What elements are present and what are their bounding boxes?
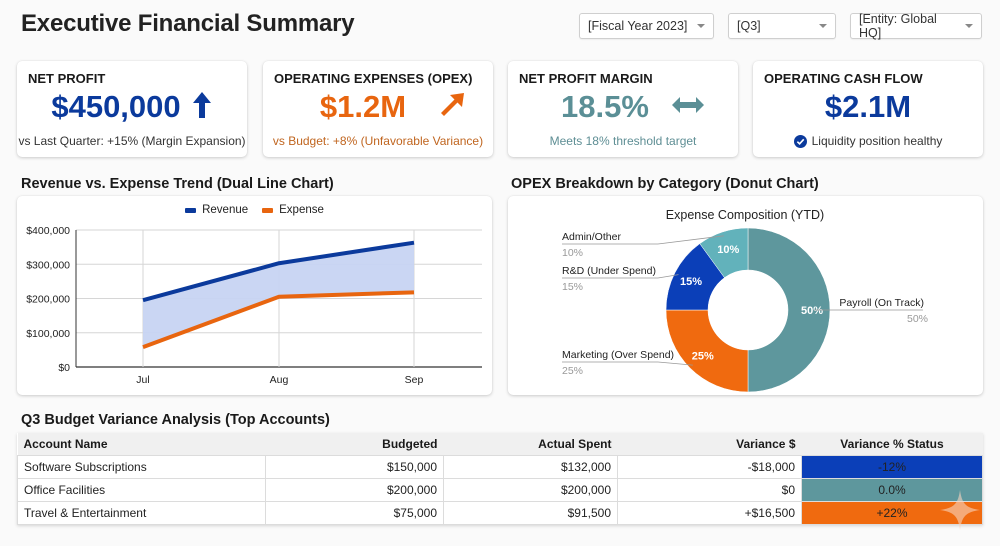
donut-chart-title: OPEX Breakdown by Category (Donut Chart): [511, 176, 819, 192]
line-chart-title: Revenue vs. Expense Trend (Dual Line Cha…: [21, 176, 334, 192]
entity-value: [Entity: Global HQ]: [859, 12, 937, 40]
legend-label: Revenue: [202, 204, 249, 216]
col-header-variance[interactable]: Variance $: [617, 433, 802, 455]
table-row[interactable]: Software Subscriptions $150,000 $132,000…: [17, 454, 983, 479]
slice-value-label: 25%: [692, 350, 714, 362]
kpi-value: $2.1M: [824, 89, 912, 124]
quarter-value: [Q3]: [737, 19, 761, 33]
col-header-account[interactable]: Account Name: [17, 433, 266, 455]
cell-variance: +$16,500: [617, 500, 802, 525]
leader-line: [657, 274, 679, 279]
entity-select[interactable]: [Entity: Global HQ]: [850, 12, 982, 40]
kpi-value: 18.5%: [561, 89, 649, 124]
table-header-row: Account Name Budgeted Actual Spent Varia…: [17, 433, 983, 455]
col-header-status[interactable]: Variance % Status: [801, 433, 983, 455]
slice-pct-label: 25%: [562, 365, 583, 377]
y-tick-label: $100,000: [26, 328, 70, 340]
x-tick-label: Jul: [136, 374, 149, 386]
chevron-down-icon: [965, 24, 973, 28]
fiscal-year-select[interactable]: [Fiscal Year 2023]: [579, 13, 714, 39]
cell-actual: $132,000: [443, 454, 618, 479]
slice-value-label: 15%: [680, 276, 702, 288]
cell-account: Software Subscriptions: [17, 454, 266, 479]
line-chart-panel: Revenue Expense $0 $100,000 $200,000 $300,0…: [17, 196, 492, 395]
slice-name-label: R&D (Under Spend): [562, 265, 656, 277]
kpi-value: $1.2M: [319, 89, 407, 124]
cell-account: Office Facilities: [17, 477, 266, 502]
legend-swatch: [185, 207, 197, 213]
slice-name-label: Admin/Other: [562, 231, 621, 243]
legend-swatch: [262, 207, 274, 213]
kpi-card-opex: OPERATING EXPENSES (OPEX) $1.2M vs Budge…: [263, 61, 493, 157]
slice-pct-label: 15%: [562, 281, 583, 293]
kpi-label: NET PROFIT MARGIN: [519, 71, 653, 86]
slice-pct-label: 50%: [907, 313, 928, 325]
page-title: Executive Financial Summary: [21, 10, 355, 37]
donut-slice: [665, 309, 749, 393]
col-header-actual[interactable]: Actual Spent: [443, 433, 618, 455]
kpi-card-operating-cash-flow: OPERATING CASH FLOW $2.1M Liquidity posi…: [753, 61, 983, 157]
arrow-up-icon: [191, 90, 213, 125]
y-tick-label: $200,000: [26, 294, 70, 306]
y-tick-label: $0: [58, 362, 70, 374]
donut-chart-panel: Expense Composition (YTD) 50% Payroll (On …: [508, 196, 983, 395]
cell-variance: $0: [617, 477, 802, 502]
cell-actual: $91,500: [443, 500, 618, 525]
donut-slice: [699, 227, 749, 278]
y-tick-label: $300,000: [26, 259, 70, 271]
status-badge: -12%: [801, 454, 983, 479]
slice-name-label: Marketing (Over Spend): [562, 349, 674, 361]
chevron-down-icon: [819, 24, 827, 28]
table-row[interactable]: Office Facilities $200,000 $200,000 $0 0…: [17, 477, 983, 502]
table-row[interactable]: Travel & Entertainment $75,000 $91,500 +…: [17, 500, 983, 525]
arrow-up-right-icon: [438, 91, 466, 124]
chevron-down-icon: [697, 24, 705, 28]
donut-slice: [747, 227, 831, 393]
arrow-left-right-icon: [671, 95, 705, 120]
sparkle-icon: [940, 490, 980, 530]
cell-budgeted: $200,000: [265, 477, 444, 502]
kpi-card-net-profit: NET PROFIT $450,000 vs Last Quarter: +15…: [17, 61, 247, 157]
kpi-subtext: vs Budget: +8% (Unfavorable Variance): [272, 134, 484, 148]
cell-budgeted: $150,000: [265, 454, 444, 479]
leader-line: [657, 361, 693, 366]
cell-variance: -$18,000: [617, 454, 802, 479]
donut-chart: Expense Composition (YTD) 50% Payroll (On …: [562, 208, 928, 393]
legend-label: Expense: [279, 204, 324, 216]
kpi-subtext: Liquidity position healthy: [811, 134, 943, 148]
table-title: Q3 Budget Variance Analysis (Top Account…: [21, 412, 330, 428]
col-header-budgeted[interactable]: Budgeted: [265, 433, 444, 455]
y-tick-label: $400,000: [26, 225, 70, 237]
x-tick-label: Sep: [405, 374, 424, 386]
x-tick-label: Aug: [270, 374, 289, 386]
kpi-card-net-profit-margin: NET PROFIT MARGIN 18.5% Meets 18% thresh…: [508, 61, 738, 157]
slice-value-label: 50%: [801, 305, 823, 317]
cell-budgeted: $75,000: [265, 500, 444, 525]
kpi-label: NET PROFIT: [28, 71, 106, 86]
slice-value-label: 10%: [717, 244, 739, 256]
kpi-value: $450,000: [51, 89, 181, 124]
line-chart: $0 $100,000 $200,000 $300,000 $400,000 Jul Aug…: [26, 225, 482, 386]
kpi-subtext: Meets 18% threshold target: [549, 134, 697, 148]
cell-account: Travel & Entertainment: [17, 500, 266, 525]
variance-table: Account Name Budgeted Actual Spent Varia…: [17, 433, 983, 525]
check-circle-icon: [793, 134, 807, 148]
kpi-subtext: vs Last Quarter: +15% (Margin Expansion): [18, 134, 246, 148]
quarter-select[interactable]: [Q3]: [728, 13, 836, 39]
cell-actual: $200,000: [443, 477, 618, 502]
kpi-label: OPERATING CASH FLOW: [764, 71, 923, 86]
legend-item-revenue[interactable]: Revenue: [185, 204, 248, 216]
legend-item-expense[interactable]: Expense: [262, 204, 324, 216]
fiscal-year-value: [Fiscal Year 2023]: [588, 19, 688, 33]
slice-name-label: Payroll (On Track): [839, 297, 924, 309]
donut-title: Expense Composition (YTD): [666, 208, 824, 222]
leader-line: [657, 235, 724, 245]
chart-legend: Revenue Expense: [17, 204, 492, 216]
status-badge: 0.0%: [801, 477, 983, 502]
filter-bar: [Fiscal Year 2023] [Q3] [Entity: Global …: [579, 12, 982, 40]
kpi-label: OPERATING EXPENSES (OPEX): [274, 71, 473, 86]
slice-pct-label: 10%: [562, 247, 583, 259]
